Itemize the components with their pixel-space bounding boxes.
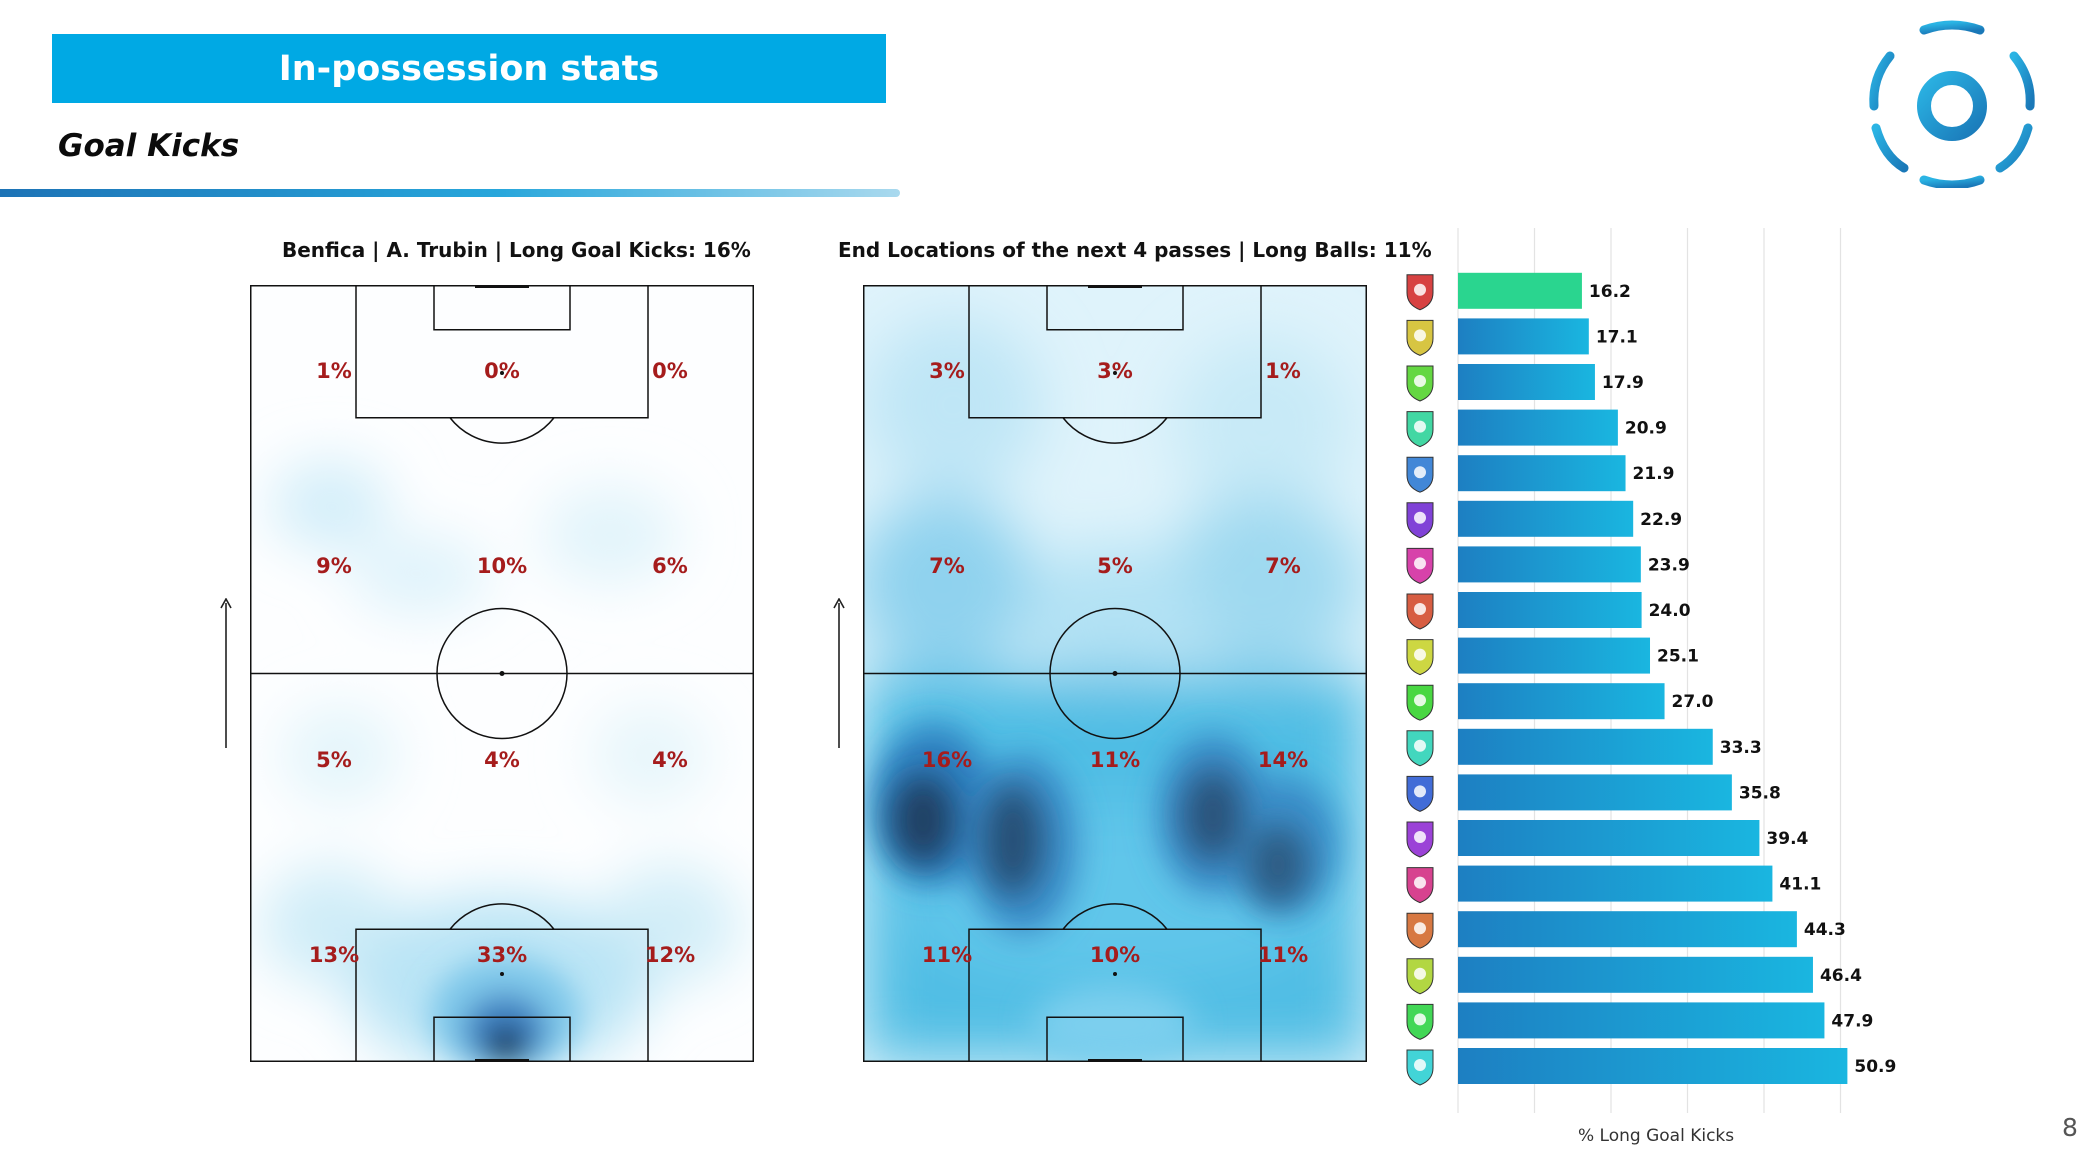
bar-value-label: 47.9 [1831, 1011, 1873, 1031]
zone-label: 14% [1257, 748, 1309, 772]
benfica-crest-icon [1406, 274, 1434, 311]
zone-label: 10% [476, 554, 528, 578]
bar-value-label: 46.4 [1820, 966, 1862, 986]
casa-pia-crest-icon [1406, 639, 1434, 676]
zone-label: 0% [652, 359, 688, 383]
bar-value-label: 21.9 [1633, 464, 1675, 484]
bar-value-label: 23.9 [1648, 555, 1690, 575]
estrela-crest-icon [1406, 1003, 1434, 1040]
bar [1458, 820, 1760, 856]
vitoria-crest-icon [1406, 547, 1434, 584]
bar [1458, 272, 1582, 309]
bar-value-label: 17.9 [1602, 373, 1644, 393]
porto-crest-icon [1406, 456, 1434, 493]
bar-value-label: 33.3 [1720, 738, 1762, 758]
zone-label: 11% [1257, 943, 1309, 967]
boavista-crest-icon [1406, 730, 1434, 767]
attack-direction-arrow-2 [829, 597, 849, 754]
bar-value-label: 17.1 [1596, 327, 1638, 347]
zone-label: 6% [652, 554, 688, 578]
bar-value-label: 35.8 [1739, 783, 1781, 803]
bar [1458, 364, 1595, 400]
pitch-1-title: Benfica | A. Trubin | Long Goal Kicks: 1… [282, 238, 751, 262]
zone-label: 5% [316, 748, 352, 772]
pitch-heatmap-2: 3% 3% 1% 7% 5% 7% 16% 11% 14% 11% 10% 11… [863, 285, 1367, 1062]
title-underline [0, 189, 900, 197]
zone-label: 16% [921, 748, 973, 772]
long-goal-kicks-bar-chart: 16.2 17.1 17.9 20.9 21.9 22.9 23.9 24.0 25.1 27.0… [1406, 228, 1896, 1113]
bar-value-label: 41.1 [1779, 875, 1821, 895]
pitch-1-svg [250, 285, 754, 1062]
brand-logo-icon [1869, 20, 2035, 188]
zone-label: 13% [308, 943, 360, 967]
pitch-2-heat-layer [863, 315, 1367, 1062]
nacional-crest-icon [1406, 912, 1434, 949]
braga-crest-icon [1406, 319, 1434, 356]
bar-value-label: 25.1 [1657, 647, 1699, 667]
pitch-2-title: End Locations of the next 4 passes | Lon… [838, 238, 1432, 262]
zone-label: 3% [929, 359, 965, 383]
bar-chart-x-axis-label: % Long Goal Kicks [1578, 1126, 1735, 1146]
zone-label: 4% [484, 748, 520, 772]
bar [1458, 318, 1589, 355]
bar [1458, 865, 1773, 902]
estoril-crest-icon [1406, 1049, 1434, 1086]
zone-label: 9% [316, 554, 352, 578]
bar-value-label: 24.0 [1649, 601, 1691, 621]
bar-value-label: 27.0 [1672, 692, 1714, 712]
sc-farense-crest-icon [1406, 958, 1434, 995]
santa-clara-crest-icon [1406, 821, 1434, 858]
zone-label: 5% [1097, 554, 1133, 578]
zone-label: 10% [1089, 943, 1141, 967]
bar [1458, 1048, 1848, 1084]
page-subtitle: Goal Kicks [58, 128, 240, 164]
rio-ave-crest-icon [1406, 593, 1434, 630]
bar [1458, 409, 1618, 446]
zone-label: 12% [644, 943, 696, 967]
moreirense-crest-icon [1406, 775, 1434, 812]
zone-label: 0% [484, 359, 520, 383]
bar-value-label: 20.9 [1625, 419, 1667, 439]
gil-vicente-crest-icon [1406, 867, 1434, 904]
page-number: 8 [2062, 1113, 2078, 1142]
zone-label: 7% [929, 554, 965, 578]
section-title: In-possession stats [278, 48, 660, 89]
zone-label: 33% [476, 943, 528, 967]
famalicao-crest-icon [1406, 684, 1434, 721]
pitch-heatmap-1: 1% 0% 0% 9% 10% 6% 5% 4% 4% 13% 33% 12% [250, 285, 754, 1062]
bar [1458, 455, 1626, 492]
bar-value-label: 44.3 [1804, 920, 1846, 940]
bar [1458, 956, 1813, 993]
bar [1458, 1002, 1825, 1039]
bar [1458, 500, 1634, 537]
pitch-1-heat-layer [260, 460, 740, 1062]
arouca-crest-icon [1406, 365, 1434, 402]
section-banner: In-possession stats [52, 34, 886, 103]
sporting-crest-icon [1406, 502, 1434, 539]
bar-value-label: 50.9 [1854, 1057, 1896, 1077]
attack-direction-arrow-1 [216, 597, 236, 754]
zone-label: 11% [1089, 748, 1141, 772]
bar [1458, 911, 1797, 948]
bar [1458, 774, 1732, 811]
afs-crest-icon [1406, 411, 1434, 448]
bar-value-label: 39.4 [1766, 829, 1808, 849]
pitch-2-svg [863, 285, 1367, 1062]
bar [1458, 546, 1641, 583]
bar [1458, 592, 1642, 628]
zone-label: 7% [1265, 554, 1301, 578]
bar [1458, 683, 1665, 720]
bar [1458, 637, 1651, 674]
bar-value-label: 16.2 [1589, 282, 1631, 302]
zone-label: 4% [652, 748, 688, 772]
zone-label: 1% [1265, 359, 1301, 383]
zone-label: 11% [921, 943, 973, 967]
zone-label: 1% [316, 359, 352, 383]
bar-value-label: 22.9 [1640, 510, 1682, 530]
bar [1458, 728, 1713, 765]
zone-label: 3% [1097, 359, 1133, 383]
